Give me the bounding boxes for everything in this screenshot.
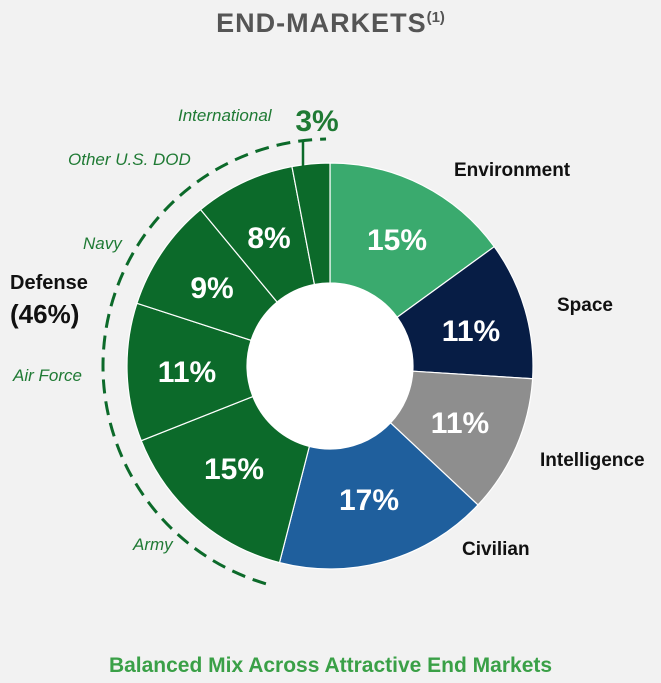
pct-label-intelligence: 11% xyxy=(431,407,489,440)
category-label-environment: Environment xyxy=(454,160,571,181)
pct-label-army: 15% xyxy=(204,453,264,486)
category-label-civilian: Civilian xyxy=(462,539,530,560)
donut-slices xyxy=(126,162,534,570)
pct-label-environment: 15% xyxy=(367,224,427,257)
pct-label-space: 11% xyxy=(442,315,500,348)
defense-group-total: (46%) xyxy=(10,299,79,329)
category-labels: Environment Space Intelligence Civilian xyxy=(454,160,645,560)
sub-label-army: Army xyxy=(132,535,174,554)
chart-title: END-MARKETS(1) xyxy=(0,8,661,39)
percent-labels: 15% 11% 11% 17% 15% 11% 9% 8% 3% xyxy=(158,105,500,517)
defense-group-label: Defense xyxy=(10,272,88,294)
pct-label-navy: 9% xyxy=(190,272,233,305)
sub-label-navy: Navy xyxy=(83,234,123,253)
category-label-intelligence: Intelligence xyxy=(540,450,645,471)
sub-label-air-force: Air Force xyxy=(12,366,82,385)
defense-bracket-arc xyxy=(101,137,327,586)
sub-label-other-dod: Other U.S. DOD xyxy=(68,150,191,169)
pct-label-air-force: 11% xyxy=(158,356,216,389)
title-footnote: (1) xyxy=(426,9,445,26)
pct-label-civilian: 17% xyxy=(339,484,399,517)
footer-tagline: Balanced Mix Across Attractive End Marke… xyxy=(108,654,553,677)
pct-label-international: 3% xyxy=(295,105,338,138)
pct-label-other-dod: 8% xyxy=(247,222,290,255)
defense-sub-labels: Army Air Force Navy Other U.S. DOD Inter… xyxy=(12,106,273,554)
chart-title-text: END-MARKETS xyxy=(216,8,427,38)
category-label-space: Space xyxy=(557,295,613,316)
sub-label-international: International xyxy=(178,106,273,125)
donut-hole xyxy=(247,283,413,449)
